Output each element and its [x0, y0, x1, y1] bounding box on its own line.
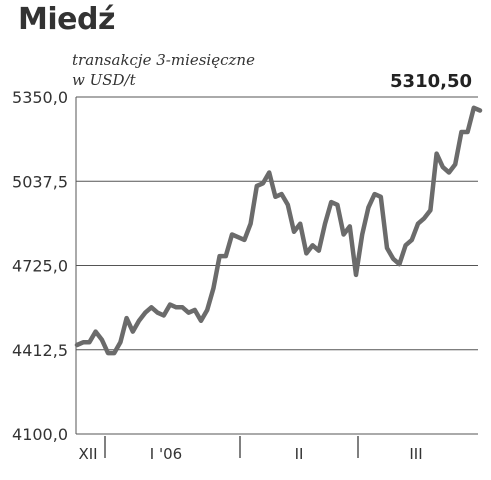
subtitle-line-unit: w USD/t [72, 71, 136, 89]
x-tick-label: II [295, 445, 304, 463]
x-tick-label: I '06 [150, 445, 182, 463]
y-tick-label: 4725,0 [12, 257, 68, 276]
chart-title: Miedź [18, 2, 115, 37]
y-tick-label: 5037,5 [12, 172, 68, 191]
x-tick-label: XII [78, 445, 97, 463]
x-axis: XII I '06 II III [78, 436, 423, 463]
copper-price-line [74, 105, 483, 356]
series-layer [74, 105, 483, 356]
y-axis-labels: 5350,0 5037,5 4725,0 4412,5 4100,0 [12, 88, 68, 444]
y-tick-label: 5350,0 [12, 88, 68, 107]
y-tick-label: 4412,5 [12, 341, 68, 360]
x-tick-label: III [409, 445, 422, 463]
gridlines [75, 96, 478, 435]
y-tick-label: 4100,0 [12, 425, 68, 444]
chart-subtitle: transakcje 3-miesięczne w USD/t [72, 50, 255, 90]
last-value-label: 5310,50 [390, 71, 472, 92]
subtitle-line-contract: transakcje 3-miesięczne [72, 51, 255, 69]
